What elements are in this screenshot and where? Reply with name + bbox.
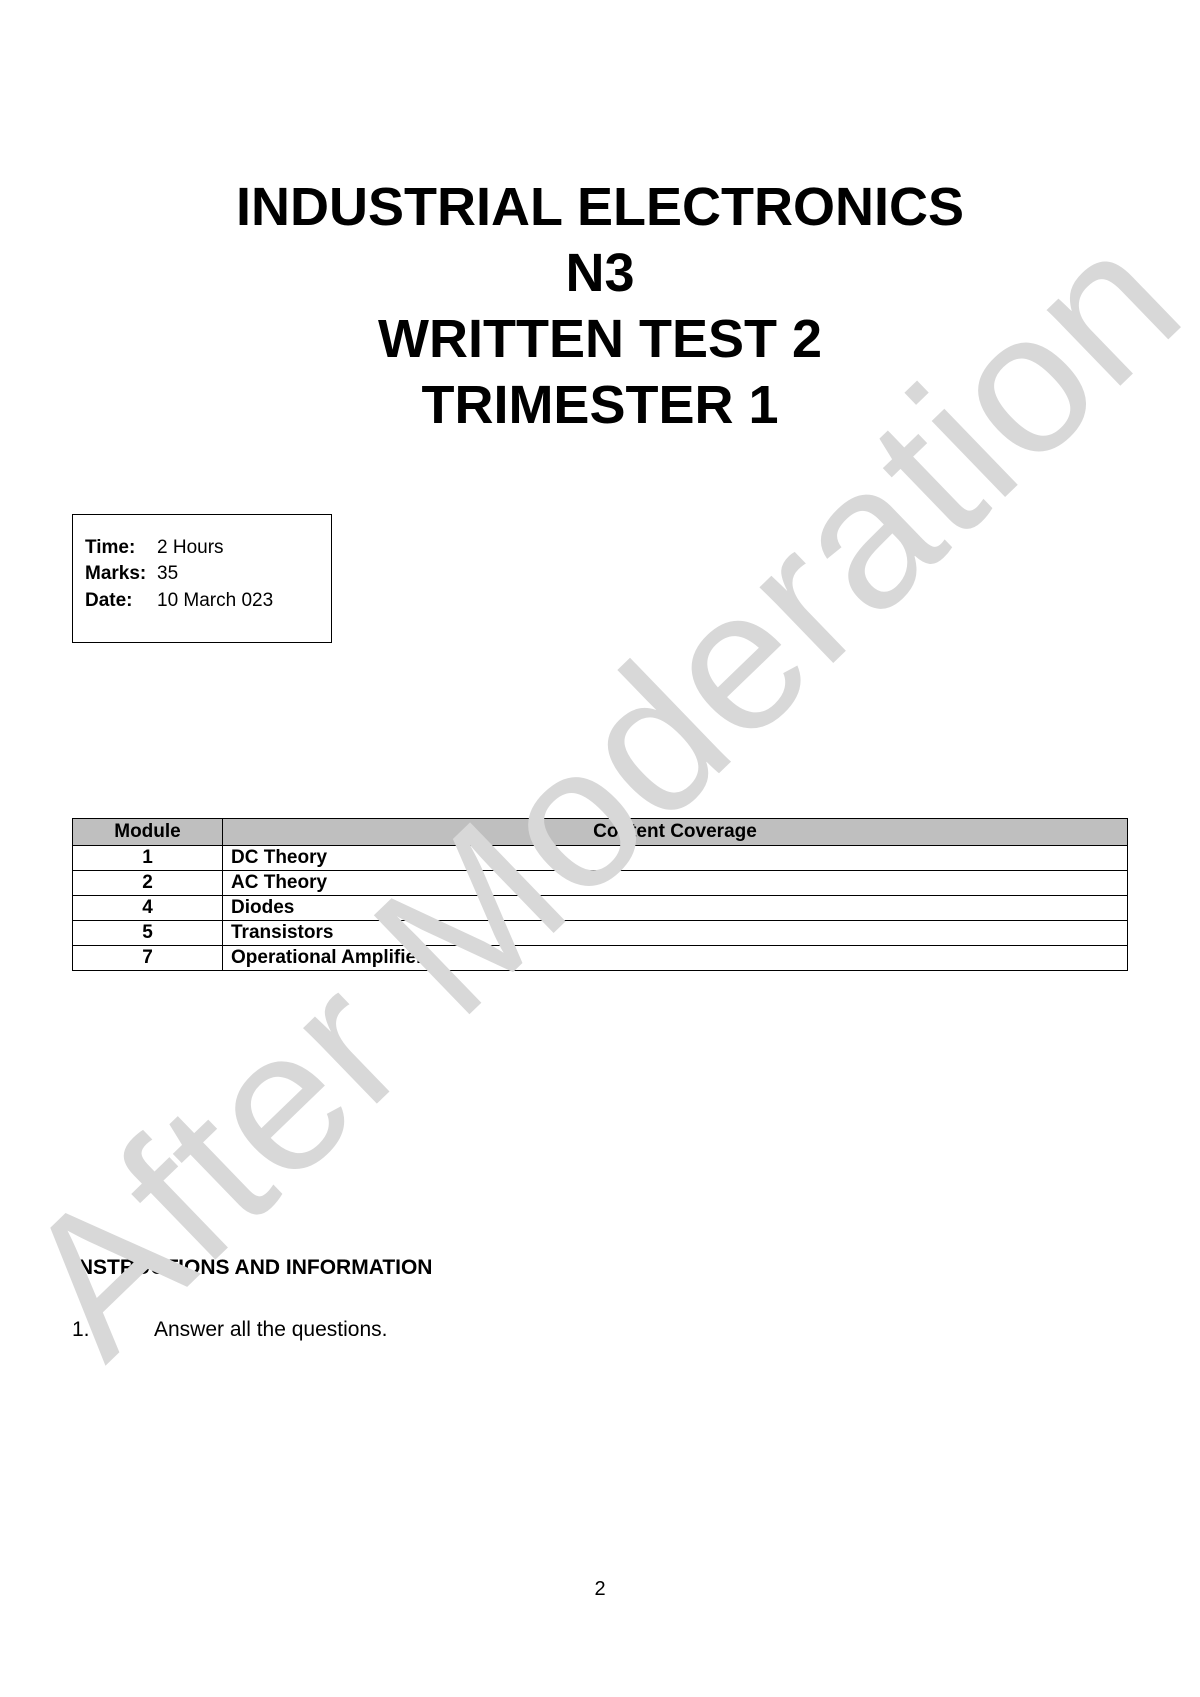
cell-module: 2 <box>73 871 223 896</box>
table-row: 4 Diodes <box>73 896 1128 921</box>
cell-content: AC Theory <box>223 871 1128 896</box>
info-box: Time: 2 Hours Marks: 35 Date: 10 March 0… <box>72 514 332 644</box>
instruction-text: Answer all the questions. <box>154 1318 387 1342</box>
title-line-4: TRIMESTER 1 <box>72 373 1128 439</box>
instruction-item: 1. Answer all the questions. <box>72 1318 1128 1342</box>
time-value: 2 Hours <box>157 535 224 562</box>
marks-label: Marks: <box>85 561 157 588</box>
instruction-number: 1. <box>72 1318 154 1342</box>
cell-module: 5 <box>73 921 223 946</box>
title-block: INDUSTRIAL ELECTRONICS N3 WRITTEN TEST 2… <box>72 0 1128 439</box>
info-row-date: Date: 10 March 023 <box>85 588 321 615</box>
instructions-heading: INSTRUCTIONS AND INFORMATION <box>72 1256 1128 1280</box>
cell-content: DC Theory <box>223 846 1128 871</box>
page: After Moderation INDUSTRIAL ELECTRONICS … <box>0 0 1200 1697</box>
title-line-1: INDUSTRIAL ELECTRONICS <box>72 175 1128 241</box>
cell-module: 4 <box>73 896 223 921</box>
cell-module: 7 <box>73 946 223 971</box>
info-row-marks: Marks: 35 <box>85 561 321 588</box>
cell-module: 1 <box>73 846 223 871</box>
info-row-time: Time: 2 Hours <box>85 535 321 562</box>
time-label: Time: <box>85 535 157 562</box>
page-number: 2 <box>0 1578 1200 1601</box>
header-module: Module <box>73 819 223 846</box>
cell-content: Diodes <box>223 896 1128 921</box>
table-header-row: Module Content Coverage <box>73 819 1128 846</box>
title-line-2: N3 <box>72 241 1128 307</box>
date-value: 10 March 023 <box>157 588 273 615</box>
marks-value: 35 <box>157 561 178 588</box>
table-row: 5 Transistors <box>73 921 1128 946</box>
content-table: Module Content Coverage 1 DC Theory 2 AC… <box>72 818 1128 971</box>
header-content: Content Coverage <box>223 819 1128 846</box>
cell-content: Operational Amplifiers <box>223 946 1128 971</box>
date-label: Date: <box>85 588 157 615</box>
cell-content: Transistors <box>223 921 1128 946</box>
table-row: 7 Operational Amplifiers <box>73 946 1128 971</box>
title-line-3: WRITTEN TEST 2 <box>72 307 1128 373</box>
table-row: 2 AC Theory <box>73 871 1128 896</box>
table-row: 1 DC Theory <box>73 846 1128 871</box>
